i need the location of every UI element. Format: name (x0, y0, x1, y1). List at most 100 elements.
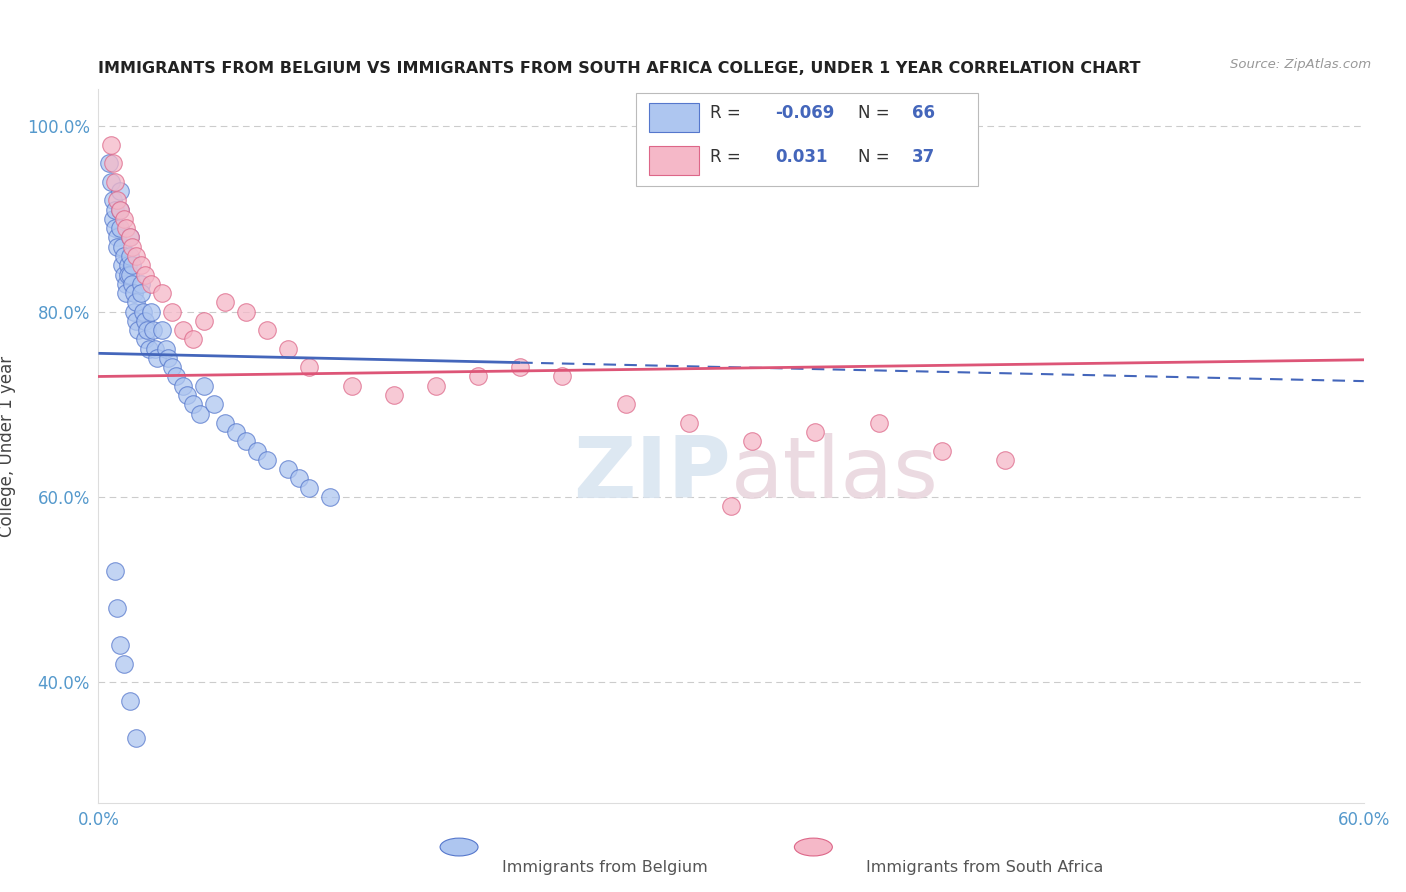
Point (107, 240, 129, 254)
Point (141, 304, 163, 318)
Point (246, 443, 269, 458)
Point (256, 453, 278, 467)
Point (125, 314, 148, 328)
Point (121, 258, 143, 272)
Ellipse shape (440, 838, 478, 856)
Point (298, 360, 321, 375)
Text: 0.031: 0.031 (776, 148, 828, 166)
Point (298, 481, 321, 495)
Point (214, 295, 236, 310)
Text: N =: N = (858, 148, 894, 166)
Point (678, 416, 700, 430)
Point (382, 388, 405, 402)
Point (117, 268, 139, 282)
Point (111, 258, 132, 272)
Point (108, 202, 131, 217)
Point (108, 638, 131, 652)
Point (107, 601, 129, 615)
Point (136, 323, 159, 337)
Point (235, 304, 257, 318)
Point (141, 277, 163, 291)
Point (115, 277, 138, 291)
Point (107, 230, 129, 244)
Point (134, 314, 156, 328)
Point (162, 304, 183, 318)
Point (120, 694, 141, 708)
Text: IMMIGRANTS FROM BELGIUM VS IMMIGRANTS FROM SOUTH AFRICA COLLEGE, UNDER 1 YEAR CO: IMMIGRANTS FROM BELGIUM VS IMMIGRANTS FR… (98, 61, 1140, 76)
Point (150, 286, 173, 301)
Text: Immigrants from Belgium: Immigrants from Belgium (502, 860, 707, 875)
Point (124, 304, 146, 318)
Point (134, 333, 156, 347)
Point (994, 453, 1017, 467)
Point (804, 425, 827, 439)
Point (120, 230, 141, 244)
Ellipse shape (794, 838, 832, 856)
Point (256, 323, 278, 337)
Point (108, 184, 131, 198)
Point (193, 378, 215, 392)
Point (509, 360, 531, 375)
Point (112, 657, 135, 671)
Point (138, 342, 160, 356)
Point (103, 211, 125, 226)
Point (142, 323, 165, 337)
Point (277, 342, 299, 356)
Point (98, 156, 121, 170)
Point (166, 369, 188, 384)
Point (146, 351, 169, 365)
Point (150, 323, 173, 337)
Point (425, 378, 447, 392)
Text: 66: 66 (912, 103, 935, 121)
Point (111, 240, 132, 254)
Point (100, 175, 122, 189)
Point (145, 342, 166, 356)
Text: atlas: atlas (731, 433, 939, 516)
FancyBboxPatch shape (648, 103, 699, 132)
Point (112, 249, 135, 263)
Point (107, 194, 129, 208)
Point (103, 156, 125, 170)
Point (319, 490, 342, 504)
Point (183, 397, 205, 411)
Point (225, 425, 247, 439)
Point (340, 378, 363, 392)
Point (128, 323, 150, 337)
Point (176, 388, 198, 402)
Point (134, 268, 156, 282)
Point (129, 286, 152, 301)
Point (115, 221, 138, 235)
Point (125, 731, 148, 745)
Point (121, 240, 143, 254)
Point (172, 378, 194, 392)
Point (188, 407, 211, 421)
Text: R =: R = (710, 148, 745, 166)
Point (120, 249, 141, 263)
Point (214, 416, 236, 430)
Text: -0.069: -0.069 (776, 103, 835, 121)
Point (868, 416, 890, 430)
Point (129, 277, 152, 291)
Point (108, 221, 131, 235)
Point (117, 258, 139, 272)
Point (162, 360, 183, 375)
Point (121, 277, 143, 291)
Point (129, 258, 152, 272)
Point (193, 314, 215, 328)
Text: R =: R = (710, 103, 745, 121)
Point (741, 434, 763, 449)
Point (104, 564, 127, 578)
Point (132, 304, 155, 318)
Point (103, 194, 125, 208)
Point (157, 351, 180, 365)
Point (125, 295, 148, 310)
Text: ZIP: ZIP (574, 433, 731, 516)
Point (104, 175, 127, 189)
Point (155, 342, 177, 356)
Point (614, 397, 637, 411)
Point (115, 286, 138, 301)
Point (120, 268, 141, 282)
Point (287, 471, 309, 485)
Y-axis label: College, Under 1 year: College, Under 1 year (0, 355, 15, 537)
Point (112, 268, 135, 282)
